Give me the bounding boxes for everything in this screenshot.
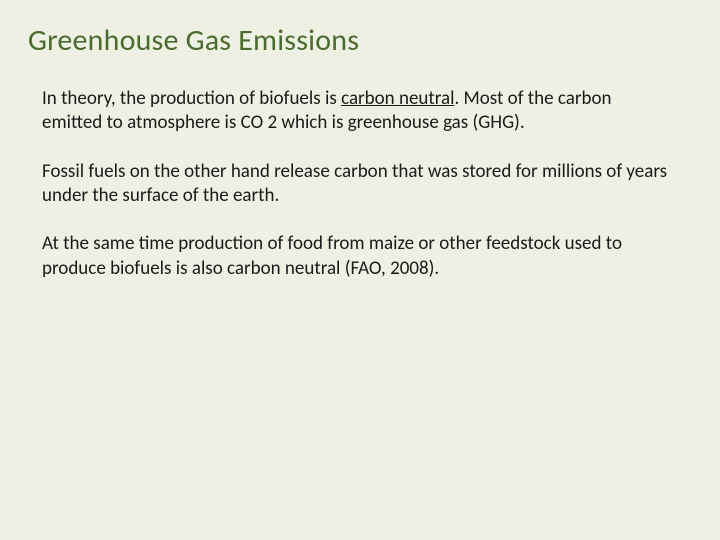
- body-paragraph: In theory, the production of biofuels is…: [42, 87, 670, 136]
- slide-title: Greenhouse Gas Emissions: [28, 22, 692, 59]
- body-paragraph: At the same time production of food from…: [42, 232, 670, 281]
- paragraph-text-pre: At the same time production of food from…: [42, 232, 622, 279]
- underlined-term: carbon neutral: [341, 87, 454, 110]
- paragraph-text-pre: In theory, the production of biofuels is: [42, 87, 341, 110]
- body-paragraph: Fossil fuels on the other hand release c…: [42, 160, 670, 209]
- paragraph-text-pre: Fossil fuels on the other hand release c…: [42, 160, 667, 207]
- slide-body: In theory, the production of biofuels is…: [28, 87, 692, 281]
